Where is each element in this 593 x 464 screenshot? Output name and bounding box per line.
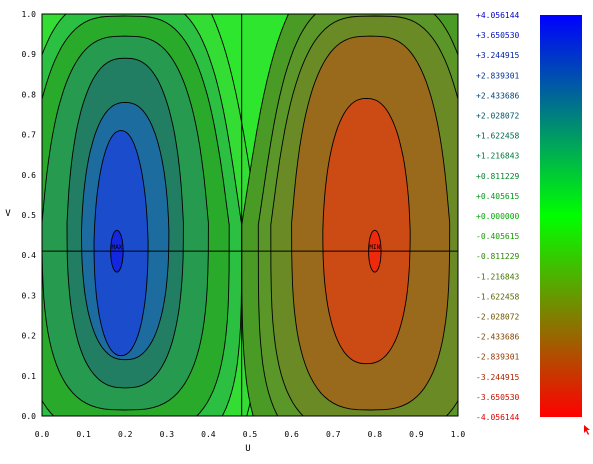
level-label: +1.622458 [476,132,520,141]
x-tick-label: 0.4 [201,430,216,439]
level-label: -2.028072 [476,313,520,322]
y-tick-label: 0.1 [22,372,37,381]
y-tick-label: 0.0 [22,412,37,421]
x-tick-label: 0.7 [326,430,341,439]
cursor-arrow-icon [584,425,590,435]
level-label: +0.405615 [476,192,520,201]
level-label: -2.839301 [476,353,520,362]
level-label: -3.244915 [476,373,520,382]
extremum-label: MIN [369,244,380,251]
x-tick-label: 0.1 [76,430,91,439]
y-tick-label: 0.8 [22,90,37,99]
level-label: -0.811229 [476,252,520,261]
level-label: +0.811229 [476,172,520,181]
extremum-label: MAX [111,244,122,251]
level-label: +0.000000 [476,212,520,221]
x-tick-label: 0.6 [284,430,299,439]
x-tick-label: 1.0 [451,430,466,439]
level-label: +2.433686 [476,91,520,100]
colorbar [540,15,582,417]
y-tick-label: 0.9 [22,50,37,59]
level-label: -2.433686 [476,333,520,342]
level-label: +2.028072 [476,112,520,121]
x-tick-label: 0.0 [35,430,50,439]
x-tick-label: 0.2 [118,430,133,439]
level-label: +3.244915 [476,51,520,60]
level-label: -0.405615 [476,232,520,241]
level-label: +4.056144 [476,11,520,20]
y-tick-label: 0.5 [22,211,37,220]
y-axis-label: V [5,209,11,219]
y-tick-label: 0.3 [22,291,37,300]
level-label: -3.650530 [476,393,520,402]
x-tick-label: 0.9 [409,430,424,439]
level-label: +1.216843 [476,152,520,161]
contour-regions [42,14,458,416]
x-axis-label: U [245,444,250,454]
level-label: -1.622458 [476,292,520,301]
level-label: +2.839301 [476,71,520,80]
level-labels: +4.056144 +3.650530 +3.244915 +2.839301 +2.4… [476,11,520,422]
y-tick-label: 0.2 [22,332,37,341]
x-tick-label: 0.3 [160,430,175,439]
y-tick-label: 0.6 [22,171,37,180]
y-axis-ticks: 0.0 0.1 0.2 0.3 0.4 0.5 0.6 0.7 0.8 0.9 1.0 [22,10,37,421]
x-axis-ticks: 0.0 0.1 0.2 0.3 0.4 0.5 0.6 0.7 0.8 0.9 1.0 [35,430,466,439]
y-tick-label: 0.7 [22,131,37,140]
level-label: -4.056144 [476,413,520,422]
y-tick-label: 1.0 [22,10,37,19]
extrema-markers: MAX MIN [111,244,380,251]
level-label: +3.650530 [476,31,520,40]
plot-frame [41,13,459,417]
level-label: -1.216843 [476,272,520,281]
x-tick-label: 0.8 [368,430,383,439]
x-tick-label: 0.5 [243,430,258,439]
contour-region [322,97,411,365]
y-tick-label: 0.4 [22,251,37,260]
